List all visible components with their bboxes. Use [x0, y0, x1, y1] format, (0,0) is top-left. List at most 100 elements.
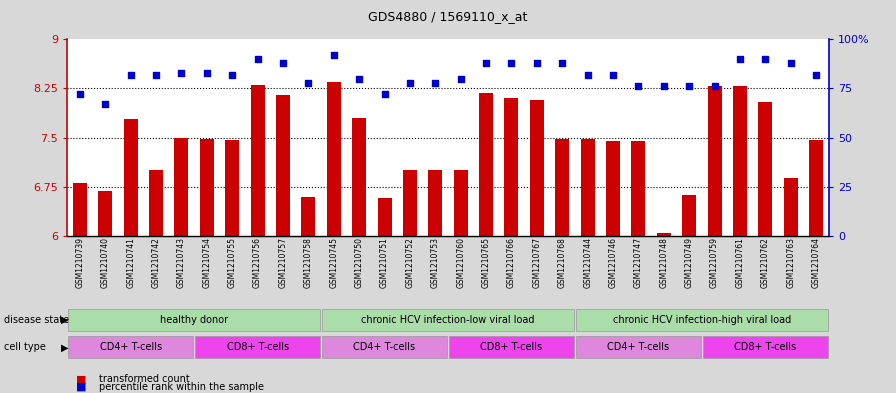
Text: CD4+ T-cells: CD4+ T-cells	[607, 342, 669, 353]
Bar	[428, 170, 443, 236]
Text: healthy donor: healthy donor	[160, 315, 228, 325]
Text: ■: ■	[76, 382, 87, 392]
Text: ▶: ▶	[61, 315, 68, 325]
Text: GSM1210758: GSM1210758	[304, 237, 313, 288]
Text: GSM1210748: GSM1210748	[659, 237, 668, 288]
Bar	[758, 101, 772, 236]
Text: cell type: cell type	[4, 342, 47, 353]
Text: GSM1210760: GSM1210760	[456, 237, 465, 288]
Text: GSM1210753: GSM1210753	[431, 237, 440, 288]
Point	[631, 83, 645, 90]
Point	[99, 101, 113, 107]
Point	[657, 83, 671, 90]
Text: GSM1210762: GSM1210762	[761, 237, 770, 288]
Point	[453, 75, 468, 82]
Point	[276, 60, 290, 66]
Text: GSM1210757: GSM1210757	[279, 237, 288, 288]
Bar	[225, 140, 239, 236]
Text: transformed count: transformed count	[99, 374, 189, 384]
Text: GSM1210766: GSM1210766	[507, 237, 516, 288]
Point	[377, 91, 392, 97]
Point	[478, 60, 493, 66]
Text: GSM1210761: GSM1210761	[736, 237, 745, 288]
Point	[174, 70, 189, 76]
Text: GSM1210743: GSM1210743	[177, 237, 186, 288]
Text: CD4+ T-cells: CD4+ T-cells	[99, 342, 162, 353]
Point	[124, 72, 138, 78]
Point	[758, 56, 772, 62]
FancyBboxPatch shape	[195, 336, 320, 358]
Point	[403, 79, 418, 86]
Point	[682, 83, 696, 90]
FancyBboxPatch shape	[68, 336, 193, 358]
Point	[504, 60, 519, 66]
Point	[225, 72, 239, 78]
Text: GSM1210750: GSM1210750	[355, 237, 364, 288]
Bar	[530, 99, 544, 236]
Text: chronic HCV infection-low viral load: chronic HCV infection-low viral load	[361, 315, 535, 325]
Bar	[99, 191, 112, 236]
Bar	[657, 233, 671, 236]
Point	[352, 75, 366, 82]
Bar	[733, 86, 747, 236]
Point	[200, 70, 214, 76]
Bar	[556, 139, 569, 236]
Bar	[682, 195, 696, 236]
Point	[428, 79, 443, 86]
Point	[733, 56, 747, 62]
FancyBboxPatch shape	[576, 309, 828, 331]
Bar	[581, 139, 595, 236]
Text: chronic HCV infection-high viral load: chronic HCV infection-high viral load	[613, 315, 791, 325]
FancyBboxPatch shape	[449, 336, 573, 358]
Text: GSM1210745: GSM1210745	[329, 237, 339, 288]
Text: GSM1210765: GSM1210765	[481, 237, 491, 288]
Point	[708, 83, 722, 90]
Text: GSM1210744: GSM1210744	[583, 237, 592, 288]
Point	[809, 72, 823, 78]
Bar	[809, 140, 823, 236]
Text: GSM1210768: GSM1210768	[557, 237, 567, 288]
Text: GSM1210755: GSM1210755	[228, 237, 237, 288]
Text: ▶: ▶	[61, 342, 68, 353]
Bar	[149, 170, 163, 236]
Text: GSM1210751: GSM1210751	[380, 237, 389, 288]
Text: GDS4880 / 1569110_x_at: GDS4880 / 1569110_x_at	[368, 10, 528, 23]
Bar	[327, 82, 340, 236]
Bar	[251, 85, 264, 236]
Bar	[276, 95, 290, 236]
Bar	[479, 93, 493, 236]
Bar	[200, 139, 214, 236]
Text: disease state: disease state	[4, 315, 70, 325]
Text: GSM1210759: GSM1210759	[710, 237, 719, 288]
Bar	[301, 196, 315, 236]
Bar	[352, 118, 366, 236]
Bar	[175, 138, 188, 236]
FancyBboxPatch shape	[323, 309, 573, 331]
Text: GSM1210764: GSM1210764	[812, 237, 821, 288]
Text: GSM1210741: GSM1210741	[126, 237, 135, 288]
Text: GSM1210754: GSM1210754	[202, 237, 211, 288]
Point	[530, 60, 544, 66]
FancyBboxPatch shape	[576, 336, 701, 358]
FancyBboxPatch shape	[323, 336, 447, 358]
Text: CD8+ T-cells: CD8+ T-cells	[734, 342, 797, 353]
Text: ■: ■	[76, 374, 87, 384]
Point	[606, 72, 620, 78]
FancyBboxPatch shape	[68, 309, 320, 331]
Text: GSM1210740: GSM1210740	[100, 237, 110, 288]
Point	[251, 56, 265, 62]
Text: GSM1210739: GSM1210739	[75, 237, 84, 288]
Bar	[377, 198, 392, 236]
Text: GSM1210742: GSM1210742	[151, 237, 160, 288]
Point	[149, 72, 163, 78]
Text: CD8+ T-cells: CD8+ T-cells	[227, 342, 289, 353]
Text: GSM1210767: GSM1210767	[532, 237, 541, 288]
Text: GSM1210747: GSM1210747	[633, 237, 643, 288]
FancyBboxPatch shape	[703, 336, 828, 358]
Text: GSM1210749: GSM1210749	[685, 237, 694, 288]
Point	[581, 72, 595, 78]
Bar	[124, 119, 138, 236]
Bar	[632, 141, 645, 236]
Point	[783, 60, 798, 66]
Text: GSM1210756: GSM1210756	[253, 237, 263, 288]
